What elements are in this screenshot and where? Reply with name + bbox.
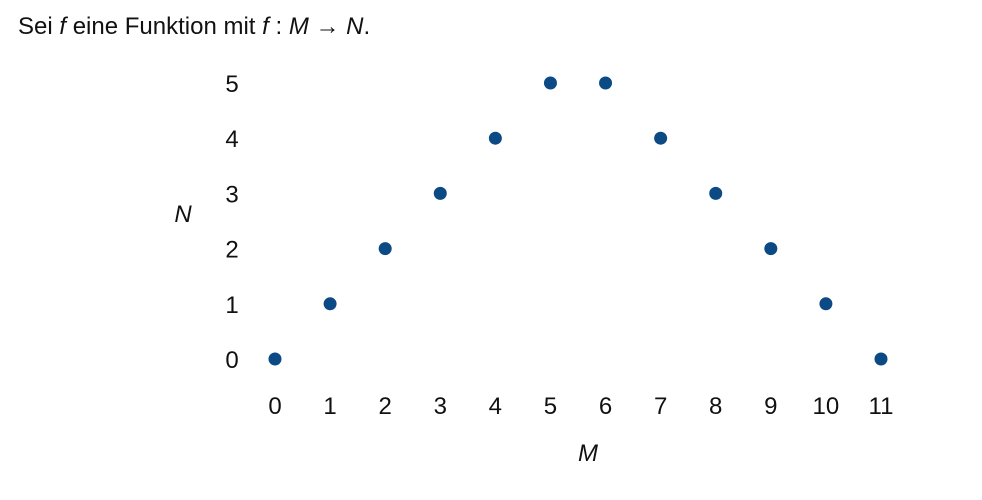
data-point	[819, 297, 833, 311]
data-point	[488, 131, 502, 145]
caption-function-symbol: f	[59, 13, 67, 40]
y-axis-label: N	[174, 201, 192, 228]
x-tick-label: 2	[379, 393, 392, 420]
x-tick-label: 5	[544, 393, 557, 420]
data-point	[654, 131, 668, 145]
x-tick-label: 10	[813, 393, 840, 420]
caption-domain: M	[288, 13, 309, 40]
data-point	[378, 242, 392, 256]
y-tick-label: 0	[225, 347, 238, 374]
y-tick-labels: 0 1 2 3 4 5	[225, 71, 238, 374]
data-point	[268, 352, 282, 366]
x-tick-label: 9	[764, 393, 777, 420]
y-tick-label: 4	[225, 126, 238, 153]
y-tick-label: 5	[225, 71, 238, 98]
x-tick-label: 1	[323, 393, 336, 420]
x-tick-label: 8	[709, 393, 722, 420]
data-point	[433, 186, 447, 200]
caption-codomain: N	[346, 13, 364, 40]
caption-prefix: Sei	[18, 13, 60, 40]
x-tick-labels: 0 1 2 3 4 5 6 7 8 9 10 11	[268, 393, 893, 420]
x-tick-label: 7	[654, 393, 667, 420]
data-point	[874, 352, 888, 366]
caption-colon: :	[268, 13, 289, 40]
x-tick-label: 0	[268, 393, 281, 420]
x-tick-label: 3	[434, 393, 447, 420]
data-points	[268, 76, 888, 366]
caption-function-symbol-2: f	[262, 13, 269, 40]
data-point	[543, 76, 557, 90]
data-point	[323, 297, 337, 311]
y-tick-label: 3	[225, 181, 238, 208]
data-point	[709, 186, 723, 200]
x-axis-label: M	[578, 440, 598, 467]
x-tick-label: 6	[599, 393, 612, 420]
x-tick-label: 11	[869, 393, 894, 420]
caption-arrow: →	[308, 13, 347, 40]
caption: Sei f eine Funktion mit f : M → N.	[18, 12, 370, 42]
y-tick-label: 2	[225, 237, 238, 264]
y-tick-label: 1	[225, 292, 238, 319]
data-point	[599, 76, 613, 90]
data-point	[764, 242, 778, 256]
caption-middle: eine Funktion mit	[66, 13, 263, 40]
x-tick-label: 4	[489, 393, 502, 420]
caption-period: .	[363, 13, 371, 40]
